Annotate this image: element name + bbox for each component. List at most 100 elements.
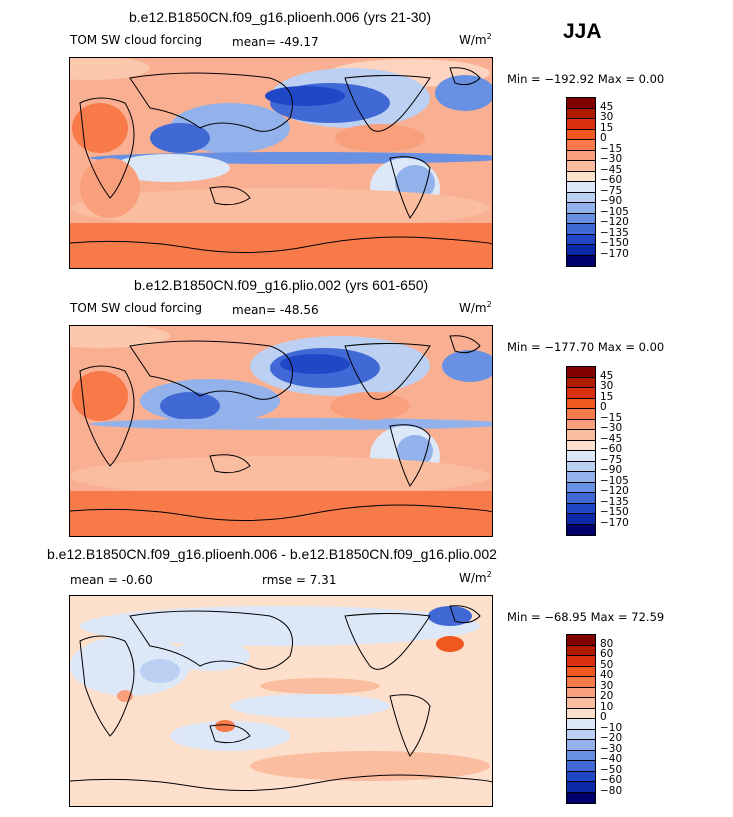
colorbar-swatch [567, 687, 595, 698]
colorbar-swatch [567, 245, 595, 256]
colorbar-swatch [567, 503, 595, 514]
colorbar-swatch [567, 377, 595, 388]
panel-1-units: W/m2 [459, 32, 492, 47]
colorbar-label: 0 [600, 401, 607, 413]
colorbar-swatch [567, 656, 595, 667]
colorbar-label: −30 [600, 153, 623, 165]
panel-1-colorbar-labels: 45 30 15 0 −15 −30 −45 −60 −75 −90 −105 … [600, 97, 660, 265]
colorbar-swatch [567, 398, 595, 409]
colorbar-label: −90 [600, 464, 623, 476]
colorbar-label: −135 [600, 495, 629, 508]
colorbar-swatch [567, 213, 595, 224]
colorbar-swatch [567, 698, 595, 709]
colorbar-swatch [567, 645, 595, 656]
colorbar-swatch [567, 367, 595, 378]
colorbar-label: −170 [600, 247, 629, 260]
panel-1-mean-label: mean= -49.17 [232, 35, 319, 49]
colorbar-label: 15 [600, 390, 614, 403]
colorbar-swatch [567, 635, 595, 646]
season-label: JJA [563, 20, 602, 43]
colorbar-swatch [567, 677, 595, 688]
colorbar-swatch [567, 493, 595, 504]
panel-3-map-field [70, 596, 492, 806]
panel-1-title: b.e12.B1850CN.f09_g16.plioenh.006 (yrs 2… [129, 9, 431, 25]
colorbar-swatch [567, 461, 595, 472]
panel-1-minmax: Min = −192.92 Max = 0.00 [507, 72, 665, 86]
colorbar-swatch [567, 792, 595, 803]
panel-3-mean-label: mean = -0.60 [70, 573, 153, 587]
colorbar-label: −60 [600, 443, 623, 455]
colorbar-swatch [567, 234, 595, 245]
colorbar-label: −105 [600, 474, 629, 487]
panel-2-units: W/m2 [459, 300, 492, 315]
panel-3-map [69, 595, 493, 807]
colorbar-label: −150 [600, 506, 629, 518]
colorbar-swatch [567, 224, 595, 235]
colorbar-swatch [567, 524, 595, 535]
colorbar-label: −45 [600, 163, 623, 176]
colorbar-swatch [567, 666, 595, 677]
colorbar-label: 10 [600, 700, 614, 713]
panel-1-colorbar [566, 97, 596, 267]
colorbar-swatch [567, 740, 595, 751]
colorbar-label: 30 [600, 380, 614, 392]
panel-2-title: b.e12.B1850CN.f09_g16.plio.002 (yrs 601-… [134, 277, 429, 293]
colorbar-swatch [567, 140, 595, 151]
colorbar-label: −90 [600, 195, 623, 207]
panel-2-colorbar [566, 366, 596, 536]
colorbar-label: −30 [600, 422, 623, 434]
colorbar-label: −10 [600, 721, 623, 734]
colorbar-label: 0 [600, 711, 607, 723]
colorbar-label: 45 [600, 369, 614, 382]
colorbar-swatch [567, 451, 595, 462]
panel-2-variable-label: TOM SW cloud forcing [70, 301, 202, 315]
colorbar-swatch [567, 150, 595, 161]
colorbar-swatch [567, 440, 595, 451]
colorbar-label: −75 [600, 453, 623, 466]
colorbar-label: 30 [600, 111, 614, 123]
colorbar-swatch [567, 119, 595, 130]
colorbar-label: 80 [600, 637, 614, 650]
colorbar-swatch [567, 782, 595, 793]
colorbar-swatch [567, 472, 595, 483]
colorbar-label: 0 [600, 132, 607, 144]
colorbar-label: −80 [600, 784, 623, 797]
panel-3-units: W/m2 [459, 570, 492, 585]
panel-3-title: b.e12.B1850CN.f09_g16.plioenh.006 - b.e1… [47, 546, 497, 562]
colorbar-swatch [567, 388, 595, 399]
panel-2-map [69, 325, 493, 537]
colorbar-label: −75 [600, 184, 623, 197]
colorbar-label: −120 [600, 485, 629, 497]
panel-1-map [69, 57, 493, 269]
colorbar-label: −30 [600, 742, 623, 755]
colorbar-swatch [567, 750, 595, 761]
colorbar-label: −120 [600, 216, 629, 228]
panel-3-colorbar-labels: 80 60 50 40 30 20 10 0 −10 −20 −30 −40 −… [600, 634, 660, 802]
colorbar-label: 30 [600, 679, 614, 692]
panel-2-mean-label: mean= -48.56 [232, 303, 319, 317]
colorbar-label: −60 [600, 174, 623, 186]
colorbar-swatch [567, 203, 595, 214]
colorbar-label: 40 [600, 669, 614, 681]
colorbar-label: −135 [600, 226, 629, 239]
colorbar-label: −20 [600, 732, 623, 744]
colorbar-swatch [567, 430, 595, 441]
colorbar-swatch [567, 255, 595, 266]
colorbar-swatch [567, 409, 595, 420]
colorbar-swatch [567, 98, 595, 109]
panel-3-minmax: Min = −68.95 Max = 72.59 [507, 610, 665, 624]
colorbar-label: 60 [600, 648, 614, 660]
panel-1-variable-label: TOM SW cloud forcing [70, 33, 202, 47]
colorbar-swatch [567, 171, 595, 182]
colorbar-label: 20 [600, 690, 614, 702]
colorbar-swatch [567, 761, 595, 772]
colorbar-label: −15 [600, 142, 623, 155]
colorbar-swatch [567, 108, 595, 119]
colorbar-label: −105 [600, 205, 629, 218]
colorbar-label: 45 [600, 100, 614, 113]
colorbar-swatch [567, 482, 595, 493]
colorbar-label: −60 [600, 774, 623, 786]
colorbar-label: 15 [600, 121, 614, 134]
colorbar-swatch [567, 514, 595, 525]
colorbar-swatch [567, 771, 595, 782]
